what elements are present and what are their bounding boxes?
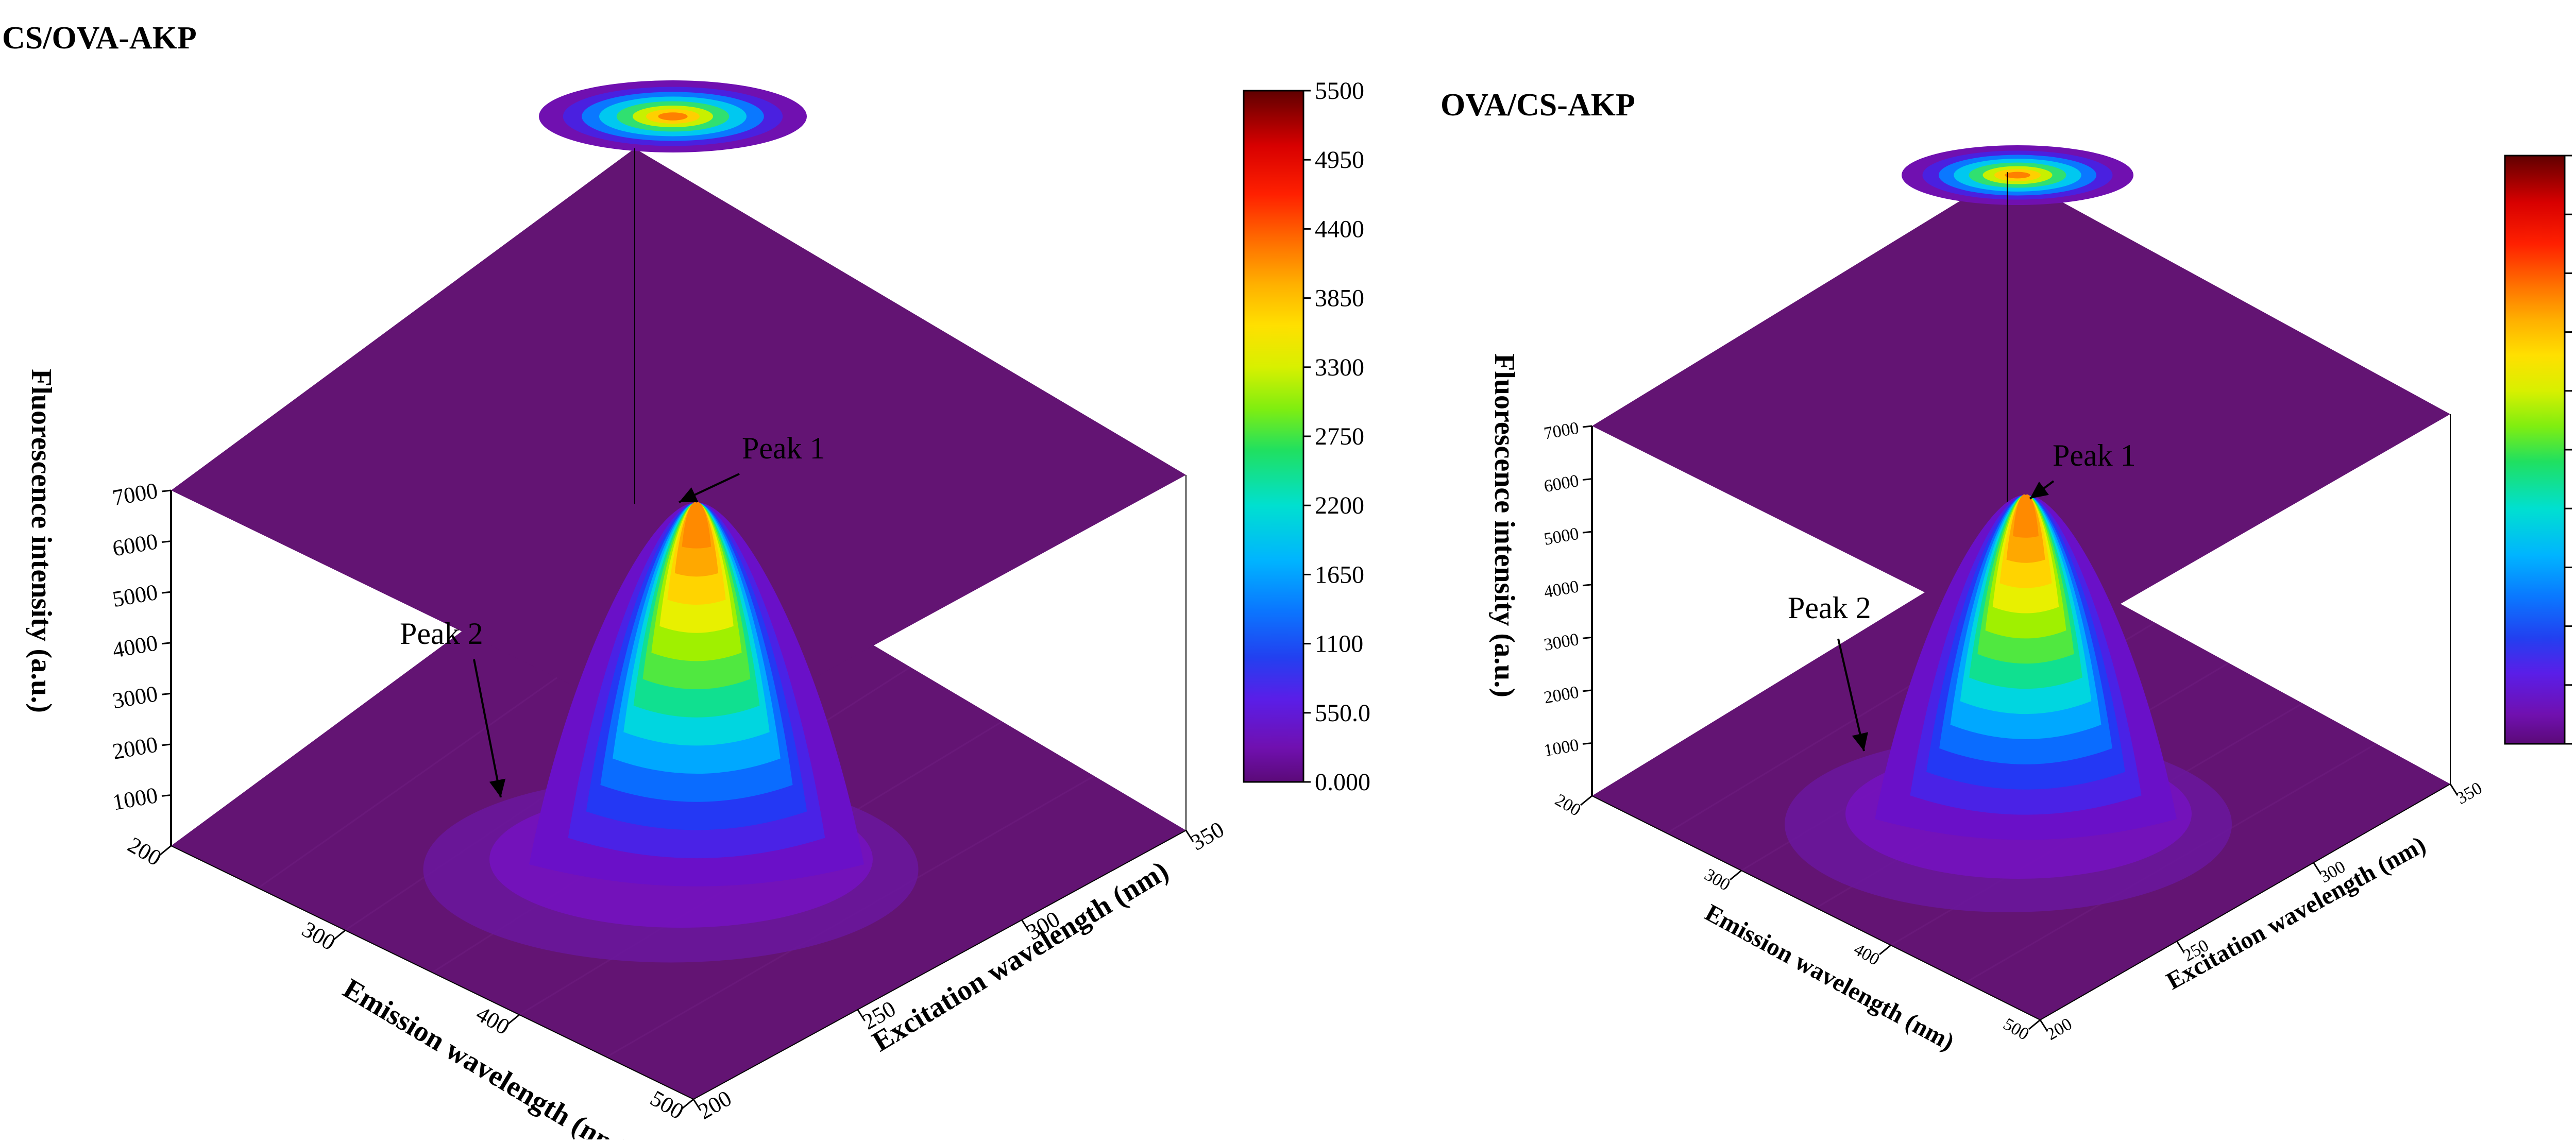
z-tick-label: 5000 — [1543, 524, 1580, 549]
y-tick-mark — [1185, 830, 1194, 842]
panel-2: OVA/CS-AKP 1000 2000 3000 4000 5000 6000 7000 Fl… — [1440, 88, 2572, 1056]
colorbar-tick-label: 4950 — [1315, 146, 1364, 174]
x-tick-label: 500 — [2000, 1014, 2032, 1044]
x-tick-label: 200 — [124, 832, 166, 871]
z-axis-label: Fluorescence intensity (a.u.) — [25, 369, 57, 713]
peak-1-arrow — [2029, 480, 2055, 500]
colorbar-tick-label: 3300 — [1315, 354, 1364, 381]
peak-1-label: Peak 1 — [2053, 438, 2136, 472]
z-tick-mark — [161, 489, 172, 492]
panel-1: CS/OVA-AKP 1000 2000 3000 4000 5000 6000 7000 Fl… — [2, 21, 1370, 1142]
z-tick-label: 1000 — [1543, 736, 1580, 760]
x-tick-mark — [1879, 944, 1891, 956]
y-tick-label: 350 — [2453, 778, 2486, 808]
z-axis: 1000 2000 3000 4000 5000 6000 7000 Fluorescence… — [1488, 353, 1593, 796]
colorbar-gradient — [2504, 155, 2566, 745]
x-tick-mark — [1730, 870, 1742, 881]
peak-1-label: Peak 1 — [742, 431, 825, 465]
z-tick-label: 3000 — [111, 681, 160, 714]
y-tick-label: 350 — [1187, 816, 1229, 855]
peak-2-arrow — [1837, 638, 1868, 752]
colorbar-tick-label: 0.000 — [1315, 769, 1370, 796]
y-tick-mark — [2039, 1019, 2048, 1032]
z-tick-mark — [161, 642, 172, 645]
colorbar-tick-label: 2750 — [1315, 423, 1364, 450]
peak-surface — [1785, 494, 2232, 912]
annotations: Peak 1 Peak 2 — [1788, 438, 2136, 752]
z-tick-label: 6000 — [1543, 471, 1580, 496]
x-tick-label: 300 — [1701, 865, 1734, 895]
z-tick-mark — [1582, 425, 1592, 428]
colorbar-tick-label: 1650 — [1315, 561, 1364, 588]
projection-hotspot — [539, 80, 807, 152]
colorbar-tick-label: 5500 — [1315, 77, 1364, 105]
colorbar: 0.000 550.0 1100 1650 2200 2750 3300 3850 4400 49… — [1243, 77, 1370, 796]
y-tick-mark — [1021, 919, 1030, 932]
x-tick-mark — [2028, 1019, 2041, 1030]
colorbar-tick-label: 3850 — [1315, 285, 1364, 312]
z-tick-label: 4000 — [111, 630, 160, 663]
z-tick-label: 5000 — [111, 579, 160, 612]
colorbar-gradient — [1243, 90, 1304, 783]
peak-1-arrow — [679, 473, 740, 503]
peak-surface — [423, 502, 919, 963]
z-tick-label: 4000 — [1543, 577, 1580, 602]
colorbar-tick-label: 1100 — [1315, 630, 1363, 658]
z-tick-mark — [1582, 584, 1592, 587]
y-tick-label: 200 — [2043, 1014, 2076, 1044]
colorbar: 0.000550.0110016502200275033003850440049… — [2504, 155, 2572, 745]
y-tick-mark — [692, 1099, 702, 1111]
z-tick-mark — [161, 591, 172, 594]
z-tick-mark — [1582, 636, 1592, 639]
z-tick-mark — [1582, 531, 1592, 534]
z-tick-mark — [1582, 689, 1592, 692]
z-axis: 1000 2000 3000 4000 5000 6000 7000 Fluorescence… — [25, 369, 172, 846]
z-tick-mark — [1582, 478, 1592, 481]
y-tick-mark — [2176, 941, 2185, 953]
z-tick-label: 2000 — [111, 731, 160, 764]
z-axis-label: Fluorescence intensity (a.u.) — [1488, 353, 1520, 697]
panel-title: CS/OVA-AKP — [2, 21, 197, 56]
colorbar-tick-label: 4400 — [1315, 215, 1364, 243]
z-tick-label: 1000 — [111, 782, 160, 815]
y-tick-mark — [2449, 783, 2459, 796]
peak-2-label: Peak 2 — [400, 617, 483, 651]
z-tick-label: 7000 — [1543, 418, 1580, 443]
z-tick-mark — [161, 692, 172, 695]
peak-2-label: Peak 2 — [1788, 591, 1871, 625]
z-tick-mark — [1582, 742, 1592, 745]
x-tick-mark — [1580, 795, 1592, 806]
x-tick-mark — [682, 1098, 694, 1110]
x-tick-label: 200 — [1552, 790, 1584, 820]
annotations: Peak 1 Peak 2 — [400, 431, 825, 798]
peak-2-arrow — [473, 659, 506, 798]
x-tick-label: 400 — [1851, 940, 1883, 969]
z-tick-mark — [161, 743, 172, 746]
z-tick-mark — [161, 794, 172, 797]
x-tick-mark — [507, 1014, 520, 1025]
z-tick-label: 6000 — [111, 529, 160, 561]
projection-hotspot — [1902, 145, 2133, 205]
panel-title: OVA/CS-AKP — [1440, 88, 1635, 123]
y-tick-mark — [857, 1009, 866, 1021]
z-tick-label: 3000 — [1543, 630, 1580, 655]
z-tick-mark — [161, 540, 172, 543]
x-tick-mark — [159, 845, 172, 856]
top-projection-plane — [1592, 172, 2450, 650]
colorbar-tick-label: 550.0 — [1315, 700, 1370, 727]
top-projection-plane — [171, 148, 1186, 744]
z-tick-label: 7000 — [111, 478, 160, 511]
y-tick-mark — [2313, 862, 2321, 875]
z-tick-label: 2000 — [1543, 683, 1580, 707]
x-tick-mark — [333, 929, 346, 941]
colorbar-tick-label: 2200 — [1315, 492, 1364, 519]
